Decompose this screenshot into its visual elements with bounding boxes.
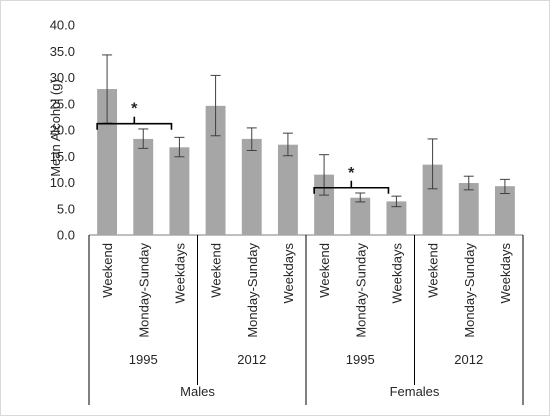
sex-group-label: Males [180, 384, 215, 399]
bar [494, 186, 515, 235]
y-tick-label: 30.0 [50, 70, 75, 85]
significance-bracket [313, 180, 390, 194]
y-tick-label: 15.0 [50, 149, 75, 164]
error-bars [102, 54, 510, 208]
bars [97, 89, 515, 235]
category-label: Weekdays [172, 243, 187, 304]
y-tick-label: 5.0 [57, 201, 75, 216]
year-group-label: 1995 [129, 352, 158, 367]
significance-star: * [131, 101, 138, 118]
error-bar [138, 128, 149, 149]
y-axis-label: Mean Alcohol (g) [48, 79, 63, 177]
y-tick-label: 40.0 [50, 18, 75, 33]
category-label: Weekend [209, 243, 224, 298]
category-label: Weekdays [498, 243, 513, 304]
error-bar [499, 178, 510, 195]
bar [422, 164, 443, 235]
error-bar [427, 138, 438, 190]
bar [205, 105, 226, 235]
error-bar [463, 175, 474, 191]
year-group-label: 1995 [346, 352, 375, 367]
category-label: Monday-Sunday [245, 243, 260, 338]
sex-group-label: Females [390, 384, 440, 399]
error-bar [246, 127, 257, 151]
error-bar [210, 74, 221, 137]
category-label: Monday-Sunday [462, 243, 477, 338]
bar [277, 144, 298, 235]
significance-star: * [348, 165, 355, 182]
y-tick-label: 20.0 [50, 123, 75, 138]
category-label: Weekend [317, 243, 332, 298]
year-group-label: 2012 [237, 352, 266, 367]
bar [133, 138, 154, 235]
category-label: Monday-Sunday [353, 243, 368, 338]
category-label: Weekend [100, 243, 115, 298]
bar [97, 89, 118, 235]
axes: 0.0 5.0 10.0 15.0 20.0 25.0 30.0 35.0 40.0 [50, 18, 524, 405]
category-label: Weekend [426, 243, 441, 298]
bar [386, 201, 407, 235]
category-label: Weekdays [281, 243, 296, 304]
error-bar [282, 132, 293, 157]
category-label: Weekdays [389, 243, 404, 304]
y-tick-label: 25.0 [50, 96, 75, 111]
y-tick-label: 10.0 [50, 175, 75, 190]
significance-annotations: ** [96, 101, 390, 194]
error-bar [391, 195, 402, 208]
bar [241, 138, 262, 235]
bar [169, 147, 190, 235]
significance-bracket [96, 116, 173, 130]
category-labels: Weekend Monday-Sunday Weekdays Weekend Monda… [100, 243, 513, 399]
bar [314, 174, 335, 235]
category-label: Monday-Sunday [136, 243, 151, 338]
error-bar [355, 192, 366, 203]
error-bar [174, 136, 185, 158]
y-tick-label: 35.0 [50, 44, 75, 59]
bar [458, 183, 479, 235]
y-tick-label: 0.0 [57, 228, 75, 243]
year-group-label: 2012 [454, 352, 483, 367]
bar [350, 197, 371, 235]
